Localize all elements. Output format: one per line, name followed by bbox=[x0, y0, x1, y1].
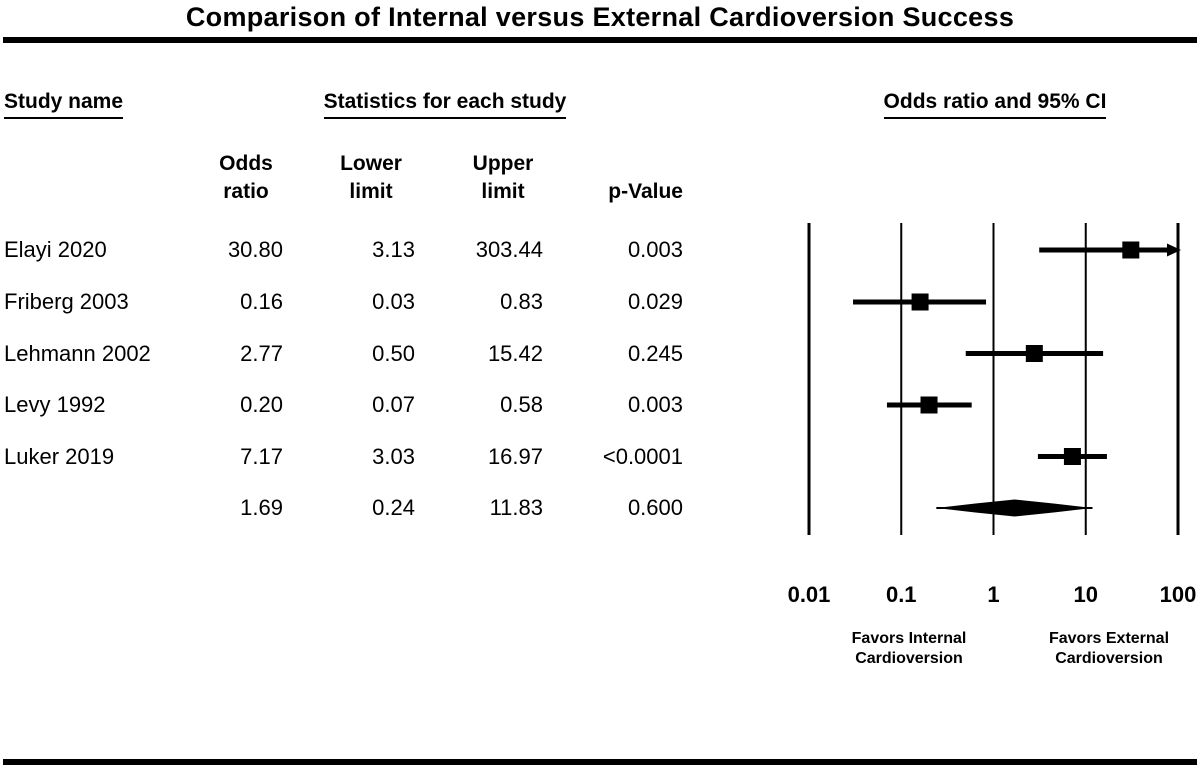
axis-tick-label-1: 1 bbox=[987, 582, 1000, 607]
odds-ratio-ci-header: Odds ratio and 95% CI bbox=[845, 90, 1145, 119]
odds-ratio-value: 1.69 bbox=[240, 495, 283, 520]
favors-internal-line1: Favors Internal bbox=[851, 630, 967, 647]
upper-limit-column-header: Upper limit bbox=[453, 150, 553, 206]
odds-ratio-value: 7.17 bbox=[240, 443, 283, 469]
axis-tick-label-0.01: 0.01 bbox=[787, 582, 831, 607]
arrowhead-icon bbox=[1167, 243, 1181, 257]
upper-limit-value: 0.58 bbox=[500, 392, 543, 417]
p-value-value: 0.003 bbox=[627, 237, 683, 262]
top-rule bbox=[3, 37, 1197, 43]
study-name-cell: Lehmann 2002 bbox=[4, 340, 151, 366]
study-name-cell: Elayi 2020 bbox=[4, 237, 107, 262]
study-name-cell: Friberg 2003 bbox=[4, 289, 129, 314]
study-name-header-text: Study name bbox=[4, 90, 124, 119]
upper-limit-value: 11.83 bbox=[489, 495, 543, 520]
lower-limit-column-header: Lower limit bbox=[321, 150, 421, 206]
upper-limit-value: 16.97 bbox=[487, 443, 543, 469]
odds-ratio-column-header-line2: ratio bbox=[223, 180, 269, 203]
upper-limit-column-header-line1: Upper bbox=[472, 152, 534, 175]
axis-tick-label-100: 100 bbox=[1159, 582, 1197, 607]
lower-limit-value: 0.24 bbox=[372, 495, 415, 520]
point-estimate-square-friberg-2003 bbox=[911, 293, 929, 311]
p-value-value: <0.0001 bbox=[602, 443, 683, 469]
odds-ratio-value: 30.80 bbox=[227, 237, 283, 262]
lower-limit-value: 0.07 bbox=[372, 392, 415, 417]
point-estimate-square-elayi-2020 bbox=[1122, 241, 1140, 259]
axis-tick-label-10: 10 bbox=[1073, 582, 1098, 607]
figure-title: Comparison of Internal versus External C… bbox=[185, 2, 1015, 32]
upper-limit-value: 303.44 bbox=[475, 237, 543, 262]
p-value-value: 0.600 bbox=[627, 495, 683, 520]
p-value-column-header: p-Value bbox=[608, 180, 683, 203]
favors-internal-line2: Cardioversion bbox=[855, 650, 963, 667]
point-estimate-square-luker-2019 bbox=[1063, 448, 1081, 465]
study-name-header: Study name bbox=[4, 90, 124, 119]
study-name-cell: Levy 1992 bbox=[4, 392, 106, 417]
upper-limit-value: 0.83 bbox=[500, 289, 543, 314]
p-value-value: 0.245 bbox=[627, 340, 683, 366]
favors-internal-label: Favors Internal Cardioversion bbox=[852, 629, 967, 669]
favors-external-line1: Favors External bbox=[1048, 630, 1170, 647]
lower-limit-value: 0.03 bbox=[372, 289, 415, 314]
lower-limit-value: 0.50 bbox=[372, 340, 415, 366]
lower-limit-column-header-line1: Lower bbox=[340, 152, 402, 175]
odds-ratio-column-header: Odds ratio bbox=[196, 150, 296, 206]
bottom-rule bbox=[3, 759, 1197, 765]
odds-ratio-value: 0.16 bbox=[240, 289, 283, 314]
statistics-header-text: Statistics for each study bbox=[323, 90, 567, 119]
favors-external-label: Favors External Cardioversion bbox=[1049, 629, 1169, 669]
p-value-value: 0.003 bbox=[627, 392, 683, 417]
statistics-header: Statistics for each study bbox=[280, 90, 610, 119]
odds-ratio-column-header-line1: Odds bbox=[219, 152, 273, 175]
upper-limit-column-header-line2: limit bbox=[481, 180, 525, 203]
lower-limit-value: 3.13 bbox=[372, 237, 415, 262]
odds-ratio-value: 0.20 bbox=[240, 392, 283, 417]
odds-ratio-value: 2.77 bbox=[240, 340, 283, 366]
point-estimate-square-levy-1992 bbox=[920, 396, 938, 414]
odds-ratio-ci-header-text: Odds ratio and 95% CI bbox=[883, 90, 1107, 119]
favors-external-line2: Cardioversion bbox=[1055, 650, 1163, 667]
p-value-value: 0.029 bbox=[627, 289, 683, 314]
lower-limit-column-header-line2: limit bbox=[349, 180, 393, 203]
study-name-cell: Luker 2019 bbox=[4, 443, 115, 469]
axis-tick-label-0.1: 0.1 bbox=[885, 582, 917, 607]
point-estimate-square-lehmann-2002 bbox=[1025, 345, 1043, 362]
lower-limit-value: 3.03 bbox=[372, 443, 415, 469]
upper-limit-value: 15.42 bbox=[487, 340, 543, 366]
